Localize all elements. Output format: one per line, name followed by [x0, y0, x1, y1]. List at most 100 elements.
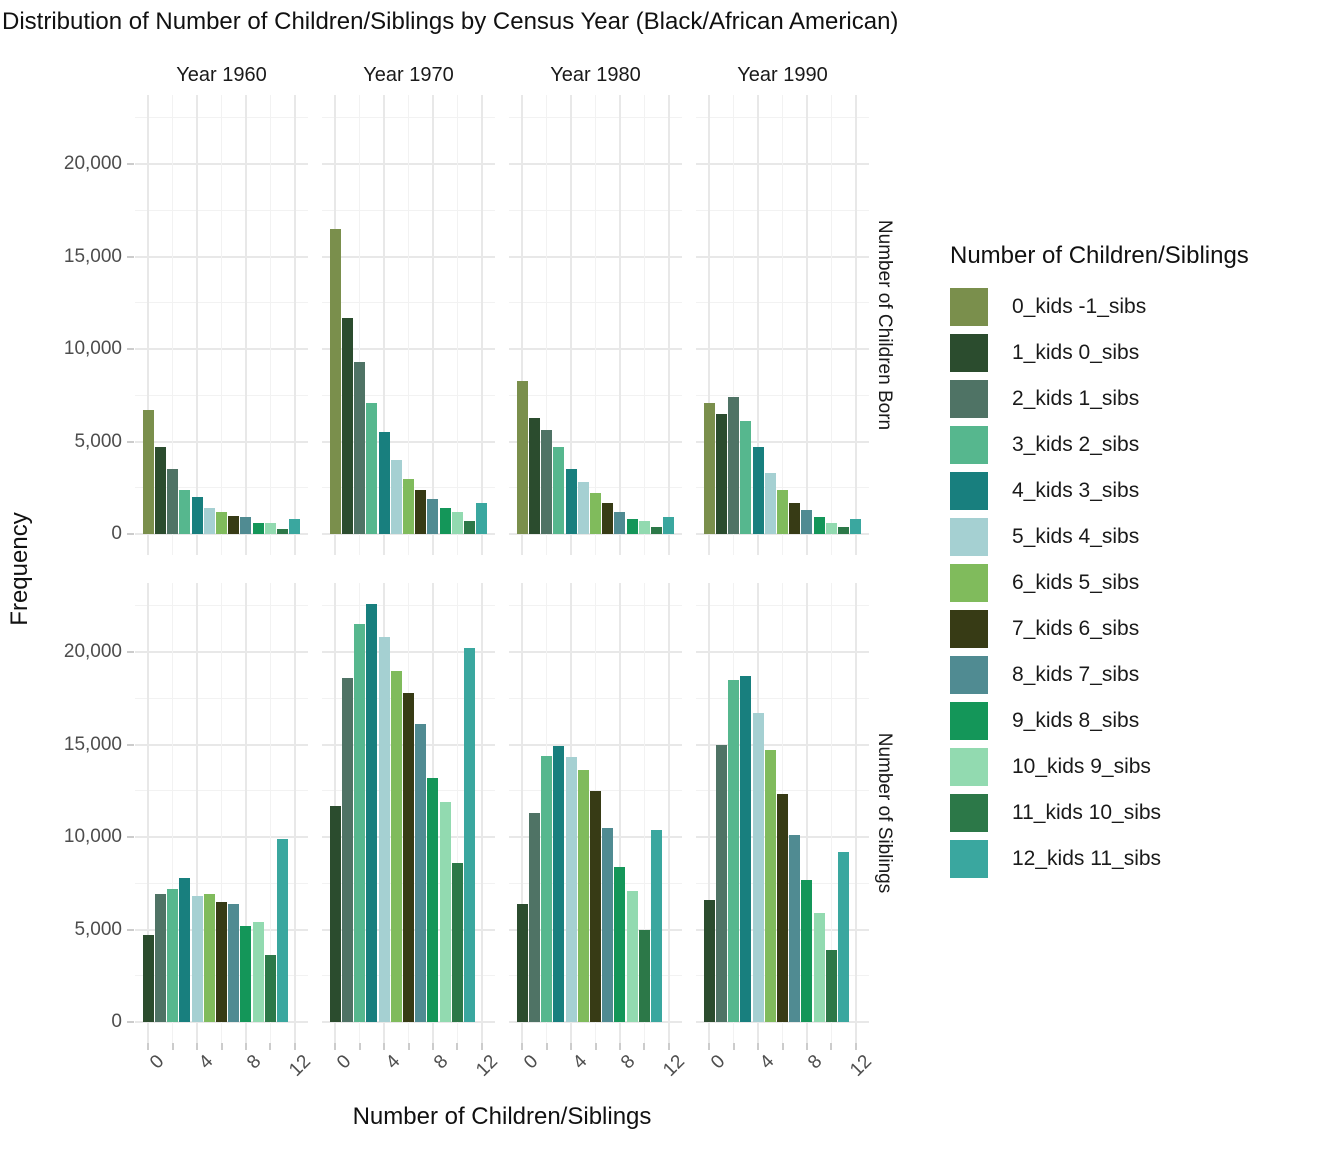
legend-item-label: 4_kids 3_sibs: [1012, 479, 1140, 502]
legend-item: 7_kids 6_sibs: [950, 610, 1249, 648]
bar: [390, 670, 402, 1023]
gridline: [805, 583, 808, 1043]
bar: [142, 410, 154, 535]
bar: [463, 521, 475, 535]
x-tick: [708, 1043, 711, 1050]
gridline: [269, 583, 271, 1043]
y-tick: [127, 836, 134, 839]
x-tick-label: 4: [755, 1051, 778, 1074]
x-tick-label: 12: [658, 1051, 689, 1081]
bar: [516, 380, 528, 535]
y-tick-label: 10,000: [63, 338, 122, 360]
y-tick: [127, 348, 134, 351]
x-tick-label: 8: [430, 1051, 453, 1074]
x-tick: [456, 1043, 459, 1050]
gridline: [147, 583, 150, 1043]
gridline: [408, 95, 409, 555]
bar: [167, 469, 179, 535]
bar: [415, 724, 427, 1023]
bar: [638, 929, 650, 1023]
bar: [577, 482, 589, 535]
x-tick-label: 4: [194, 1051, 217, 1074]
legend-swatch: [950, 702, 988, 740]
gridline: [293, 583, 296, 1043]
bar: [752, 713, 764, 1023]
legend-item-label: 11_kids 10_sibs: [1012, 801, 1162, 824]
bar: [191, 896, 203, 1023]
x-tick-label: 12: [471, 1051, 502, 1081]
legend-item-label: 12_kids 11_sibs: [1012, 847, 1162, 870]
x-tick: [805, 1043, 808, 1050]
y-tick-label: 15,000: [63, 245, 122, 267]
bar: [813, 912, 825, 1023]
x-tick: [196, 1043, 199, 1050]
y-tick: [127, 743, 134, 746]
bar: [740, 421, 752, 535]
bar: [216, 511, 227, 535]
bar: [264, 522, 276, 535]
bar: [276, 528, 288, 535]
legend-item: 1_kids 0_sibs: [950, 334, 1249, 372]
x-tick: [220, 1043, 223, 1050]
bar: [228, 515, 240, 535]
legend-swatch: [950, 380, 988, 418]
legend-item: 12_kids 11_sibs: [950, 840, 1249, 878]
x-tick-label: 0: [145, 1051, 169, 1074]
x-tick: [521, 1043, 524, 1050]
gridline: [805, 95, 808, 555]
x-tick: [757, 1043, 760, 1050]
legend-item: 6_kids 5_sibs: [950, 564, 1249, 602]
y-axis-title: Frequency: [6, 512, 33, 626]
bar: [789, 502, 801, 535]
bar: [650, 829, 662, 1023]
x-tick: [147, 1043, 150, 1050]
bar: [650, 526, 662, 535]
x-tick: [407, 1043, 410, 1050]
gridline: [431, 95, 434, 555]
gridline: [172, 95, 174, 555]
gridline: [293, 95, 296, 555]
bar: [403, 692, 414, 1023]
bar: [602, 827, 614, 1023]
bar: [240, 925, 252, 1023]
bar: [439, 508, 451, 535]
legend-item-label: 9_kids 8_sibs: [1012, 709, 1140, 732]
gridline: [221, 583, 222, 1043]
legend-item-label: 8_kids 7_sibs: [1012, 663, 1140, 686]
facet-row-strip: Number of Children Born: [874, 219, 895, 431]
bar: [329, 228, 341, 535]
bar: [728, 679, 740, 1023]
gridline: [480, 95, 483, 555]
bar: [590, 790, 601, 1023]
bar: [179, 489, 191, 535]
legend-swatch: [950, 334, 988, 372]
x-tick: [545, 1043, 548, 1050]
bar: [789, 835, 801, 1023]
bar: [590, 493, 601, 535]
x-tick: [643, 1043, 646, 1050]
bar: [764, 473, 776, 535]
legend-item: 4_kids 3_sibs: [950, 472, 1249, 510]
legend-item: 2_kids 1_sibs: [950, 380, 1249, 418]
bar: [354, 624, 366, 1023]
bar: [565, 757, 577, 1023]
x-tick-label: 12: [284, 1051, 315, 1081]
y-tick: [127, 255, 134, 258]
gridline: [521, 583, 524, 1043]
gridline: [708, 583, 711, 1043]
bar: [703, 402, 715, 535]
y-tick-label: 0: [111, 523, 122, 545]
legend-swatch: [950, 840, 988, 878]
facet-header: Year 1970: [363, 64, 454, 86]
gridline: [854, 95, 857, 555]
legend-item-label: 5_kids 4_sibs: [1012, 525, 1140, 548]
legend-items: 0_kids -1_sibs 1_kids 0_sibs 2_kids 1_sibs…: [950, 288, 1249, 878]
legend-swatch: [950, 426, 988, 464]
y-tick: [127, 440, 134, 443]
bar: [366, 603, 378, 1023]
bar: [216, 901, 227, 1023]
x-tick: [244, 1043, 247, 1050]
bar: [541, 430, 553, 535]
gridline: [667, 95, 670, 555]
bar: [252, 522, 264, 535]
